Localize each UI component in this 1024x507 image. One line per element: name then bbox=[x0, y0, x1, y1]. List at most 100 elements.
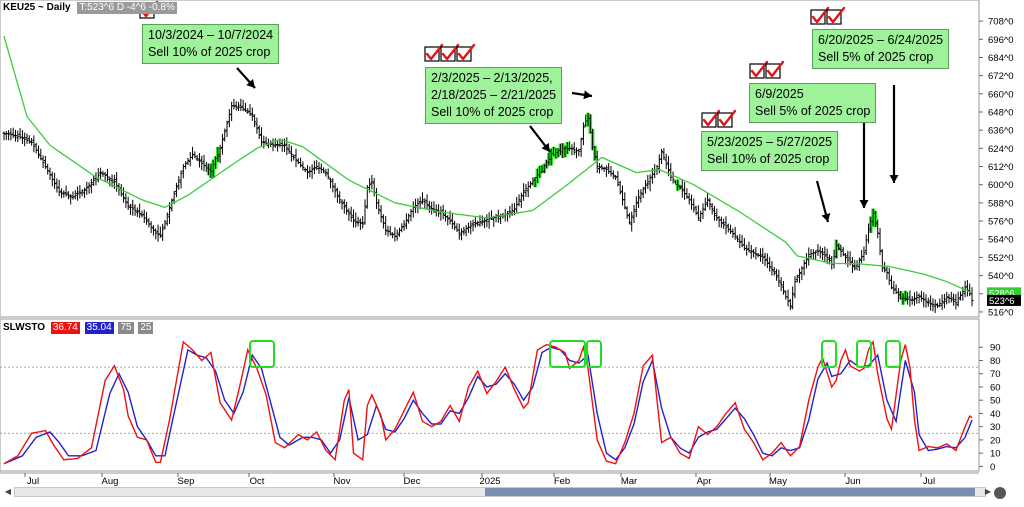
annotation-arrows bbox=[236, 67, 899, 223]
moving-average-line bbox=[3, 36, 973, 294]
price-bar bbox=[940, 294, 944, 311]
price-bar bbox=[878, 227, 882, 256]
price-bar bbox=[225, 120, 229, 138]
stochastic-peak-box bbox=[856, 340, 872, 368]
price-bar bbox=[625, 206, 629, 219]
price-bar bbox=[646, 174, 650, 189]
price-bar bbox=[818, 246, 822, 259]
price-bar bbox=[598, 163, 602, 174]
price-bar bbox=[253, 114, 257, 128]
settings-icon[interactable] bbox=[994, 487, 1006, 499]
price-bar bbox=[763, 252, 767, 267]
price-bar bbox=[128, 203, 132, 215]
d-value-badge: 35.04 bbox=[84, 322, 114, 334]
note-jun9: 6/9/2025 Sell 5% of 2025 crop bbox=[749, 83, 877, 123]
price-bar bbox=[949, 291, 953, 303]
price-bar bbox=[186, 157, 190, 166]
price-bar bbox=[747, 241, 751, 253]
price-bar bbox=[87, 182, 91, 194]
price-bar bbox=[862, 246, 866, 261]
time-scrollbar[interactable] bbox=[14, 487, 986, 497]
price-bar bbox=[170, 198, 174, 212]
osc-tick-label: 40 bbox=[990, 409, 1001, 420]
price-bar bbox=[802, 259, 806, 276]
note-jun20-line-2: Sell 5% of 2025 crop bbox=[818, 50, 934, 64]
note-oct-line-1: 10/3/2024 – 10/7/2024 bbox=[148, 28, 274, 42]
price-bar bbox=[963, 280, 967, 298]
price-bar bbox=[485, 214, 489, 228]
stochastic-peak-box bbox=[586, 340, 602, 368]
note-may-line-2: Sell 10% of 2025 crop bbox=[707, 152, 830, 166]
price-bar bbox=[335, 187, 339, 203]
price-bar bbox=[577, 148, 581, 157]
price-bar bbox=[356, 216, 360, 227]
price-bar bbox=[73, 190, 77, 200]
price-bar bbox=[630, 211, 634, 232]
price-bar bbox=[292, 154, 296, 161]
price-bar bbox=[680, 179, 684, 198]
price-bar bbox=[462, 226, 466, 236]
price-bar bbox=[154, 228, 158, 240]
price-bar bbox=[306, 165, 310, 179]
osc-pane-border bbox=[0, 318, 980, 472]
checkmark-icon bbox=[701, 109, 721, 128]
price-bar bbox=[391, 232, 395, 239]
scroll-left-button[interactable]: ◀ bbox=[4, 487, 12, 496]
price-bar bbox=[915, 291, 919, 304]
price-bar bbox=[483, 217, 487, 229]
osc-tick-label: 80 bbox=[990, 356, 1001, 367]
annotation-arrow bbox=[571, 90, 593, 100]
price-bar bbox=[11, 127, 15, 139]
price-tick-label: 660^0 bbox=[988, 89, 1014, 100]
price-bar bbox=[53, 172, 57, 190]
price-bar bbox=[165, 212, 169, 226]
x-tick-label: Nov bbox=[334, 476, 351, 487]
price-bar bbox=[64, 185, 68, 197]
price-bar bbox=[733, 226, 737, 240]
price-bar bbox=[616, 171, 620, 187]
price-pane-border bbox=[0, 0, 980, 318]
price-bar bbox=[264, 136, 268, 146]
price-bar bbox=[694, 205, 698, 216]
osc-tick-label: 0 bbox=[990, 462, 995, 473]
price-bar bbox=[133, 204, 137, 216]
price-bar bbox=[2, 131, 6, 141]
price-bar bbox=[145, 211, 149, 225]
stochastic-peak-box bbox=[821, 340, 837, 368]
price-bar bbox=[469, 220, 473, 235]
price-bar bbox=[303, 167, 307, 173]
price-bar bbox=[836, 243, 841, 251]
price-bar bbox=[604, 165, 608, 177]
checkmark-icon bbox=[456, 43, 476, 62]
annotation-arrow bbox=[815, 180, 831, 223]
price-bar bbox=[627, 213, 631, 225]
checkmark-icon bbox=[749, 60, 769, 79]
price-bar bbox=[719, 216, 723, 228]
price-bar bbox=[220, 133, 224, 155]
price-bar bbox=[814, 250, 818, 261]
price-bar bbox=[910, 296, 914, 305]
price-bar bbox=[39, 148, 43, 161]
price-bar bbox=[232, 98, 236, 110]
price-bar bbox=[945, 291, 949, 305]
price-bar bbox=[611, 170, 615, 180]
price-bar bbox=[903, 290, 908, 302]
price-bar bbox=[156, 224, 160, 242]
note-jun20: 6/20/2025 – 6/24/2025 Sell 5% of 2025 cr… bbox=[812, 29, 950, 69]
annotation-arrow bbox=[529, 125, 551, 153]
annotation-arrow bbox=[859, 123, 869, 208]
note-jun9-line-2: Sell 5% of 2025 crop bbox=[755, 104, 871, 118]
price-bar bbox=[768, 257, 772, 272]
price-bar bbox=[933, 299, 937, 313]
price-bar bbox=[581, 122, 585, 146]
price-bar bbox=[78, 185, 82, 199]
price-bar bbox=[140, 210, 144, 218]
price-bar bbox=[299, 157, 303, 168]
price-tick-label: 588^0 bbox=[988, 198, 1014, 209]
price-bar bbox=[579, 137, 583, 157]
scroll-right-button[interactable]: ▶ bbox=[984, 487, 992, 496]
price-bar bbox=[823, 246, 827, 262]
price-readout: T:523^6 D -4^6 -0.8% bbox=[77, 2, 177, 14]
x-tick-label: Dec bbox=[404, 476, 421, 487]
scrollbar-thumb[interactable] bbox=[485, 488, 975, 496]
